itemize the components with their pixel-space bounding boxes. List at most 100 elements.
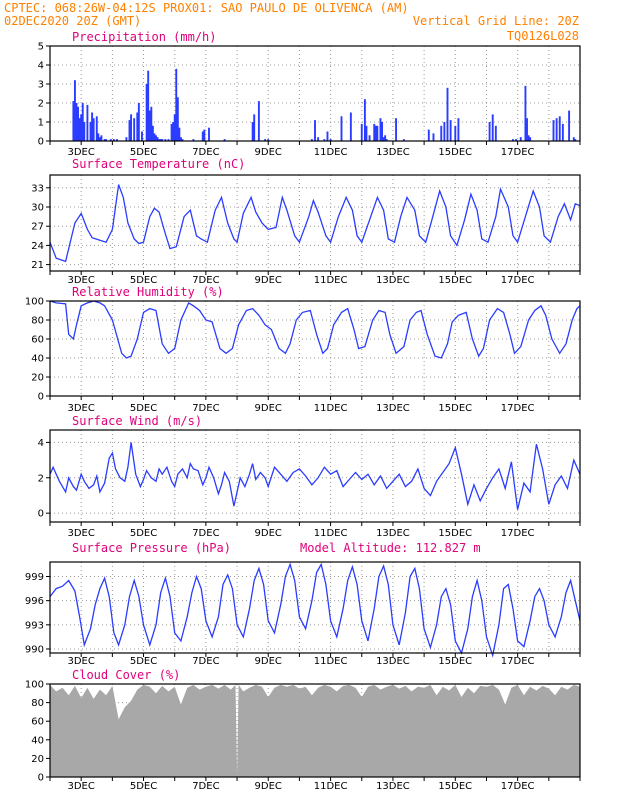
precip-bar bbox=[572, 137, 575, 141]
precip-bar bbox=[314, 120, 316, 141]
x-tick-label: 17DEC bbox=[501, 656, 535, 667]
precip-bar bbox=[512, 139, 514, 141]
precip-bar bbox=[105, 139, 108, 141]
precip-bar bbox=[363, 99, 366, 141]
precip-bar bbox=[170, 123, 173, 141]
precip-bar bbox=[515, 139, 518, 141]
panel-frame bbox=[49, 45, 581, 142]
panel-title: Cloud Cover (%) bbox=[72, 668, 180, 682]
x-tick-label: 15DEC bbox=[438, 275, 472, 286]
precip-bar bbox=[179, 137, 182, 141]
y-tick-label: 4 bbox=[38, 438, 44, 449]
precip-bar bbox=[443, 122, 446, 141]
precip-bar bbox=[317, 137, 320, 141]
precip-bar bbox=[257, 101, 260, 141]
precip-bar bbox=[72, 101, 75, 141]
y-tick-label: 40 bbox=[31, 354, 44, 365]
x-tick-label: 9DEC bbox=[255, 781, 282, 792]
precip-bar bbox=[208, 127, 210, 141]
panel-frame bbox=[49, 429, 581, 523]
y-tick-label: 2 bbox=[38, 99, 44, 110]
precip-bar bbox=[568, 110, 571, 141]
panel-0: 0 1 2 3 4 5 3DEC 5DEC 7DEC 9DEC 11DEC 13DEC 15DEC 17D… bbox=[38, 30, 581, 158]
precip-bar bbox=[103, 139, 106, 141]
precip-bar bbox=[253, 114, 256, 141]
precip-bar bbox=[395, 118, 398, 141]
precip-bar bbox=[147, 70, 150, 141]
precip-bar bbox=[98, 137, 101, 141]
x-tick-label: 7DEC bbox=[192, 781, 219, 792]
x-tick-label: 15DEC bbox=[438, 528, 472, 539]
y-tick-label: 20 bbox=[31, 754, 44, 765]
x-tick-label: 3DEC bbox=[67, 656, 94, 667]
y-tick-label: 100 bbox=[25, 680, 44, 691]
y-tick-label: 60 bbox=[31, 335, 44, 346]
x-tick-label: 13DEC bbox=[376, 275, 410, 286]
x-tick-label: 17DEC bbox=[501, 147, 535, 158]
precip-bar bbox=[561, 123, 564, 141]
precip-bar bbox=[454, 125, 457, 141]
precip-bar bbox=[340, 116, 343, 141]
precip-bar bbox=[167, 139, 170, 141]
x-tick-label: 9DEC bbox=[255, 528, 282, 539]
y-tick-label: 0 bbox=[38, 773, 44, 784]
precip-bar bbox=[175, 68, 178, 141]
precip-bar bbox=[176, 97, 179, 141]
x-tick-label: 9DEC bbox=[255, 147, 282, 158]
precip-bar bbox=[379, 118, 382, 141]
header-run-time: 02DEC2020 20Z (GMT) bbox=[4, 14, 141, 28]
y-tick-label: 40 bbox=[31, 735, 44, 746]
y-tick-label: 4 bbox=[38, 61, 44, 72]
precip-bar bbox=[552, 120, 555, 141]
precip-bar bbox=[491, 114, 494, 141]
precip-bar bbox=[527, 135, 530, 141]
precip-bar bbox=[173, 114, 176, 141]
x-tick-label: 13DEC bbox=[376, 781, 410, 792]
header-model-code: TQ0126L028 bbox=[507, 29, 579, 43]
cloud-cover-area bbox=[50, 684, 580, 777]
y-tick-label: 990 bbox=[25, 644, 44, 655]
precip-bar bbox=[95, 116, 98, 141]
x-tick-label: 17DEC bbox=[501, 781, 535, 792]
x-tick-label: 13DEC bbox=[376, 656, 410, 667]
precip-bar bbox=[112, 139, 115, 141]
x-tick-label: 5DEC bbox=[130, 403, 157, 414]
panel-title: Surface Wind (m/s) bbox=[72, 414, 202, 428]
x-tick-label: 5DEC bbox=[130, 275, 157, 286]
x-tick-label: 15DEC bbox=[438, 656, 472, 667]
precip-bar bbox=[251, 122, 254, 141]
precip-bar bbox=[382, 137, 385, 141]
x-tick-label: 3DEC bbox=[67, 275, 94, 286]
y-tick-label: 80 bbox=[31, 316, 44, 327]
precip-bar bbox=[158, 139, 161, 141]
precip-bar bbox=[172, 122, 175, 141]
precip-bar bbox=[130, 114, 133, 141]
x-tick-label: 5DEC bbox=[130, 656, 157, 667]
x-tick-label: 15DEC bbox=[438, 403, 472, 414]
precip-bar bbox=[100, 135, 103, 141]
precip-bar bbox=[164, 139, 167, 141]
precip-bar bbox=[159, 139, 162, 141]
panel-frame bbox=[49, 300, 581, 397]
precip-bar bbox=[128, 120, 131, 141]
precip-bar bbox=[440, 125, 443, 141]
panel-title: Surface Temperature (nC) bbox=[72, 157, 245, 171]
precip-bar bbox=[156, 137, 159, 141]
x-tick-label: 9DEC bbox=[255, 403, 282, 414]
x-tick-label: 7DEC bbox=[192, 656, 219, 667]
x-tick-label: 11DEC bbox=[314, 656, 348, 667]
y-tick-label: 20 bbox=[31, 373, 44, 384]
y-tick-label: 2 bbox=[38, 473, 44, 484]
precip-bar bbox=[133, 118, 136, 141]
precip-bar bbox=[558, 116, 561, 141]
precip-bar bbox=[141, 131, 143, 141]
x-tick-label: 5DEC bbox=[130, 781, 157, 792]
y-tick-label: 3 bbox=[38, 80, 44, 91]
precip-bar bbox=[81, 103, 84, 141]
y-tick-label: 0 bbox=[38, 137, 44, 148]
x-tick-label: 9DEC bbox=[255, 656, 282, 667]
x-tick-label: 15DEC bbox=[438, 147, 472, 158]
y-tick-label: 60 bbox=[31, 717, 44, 728]
